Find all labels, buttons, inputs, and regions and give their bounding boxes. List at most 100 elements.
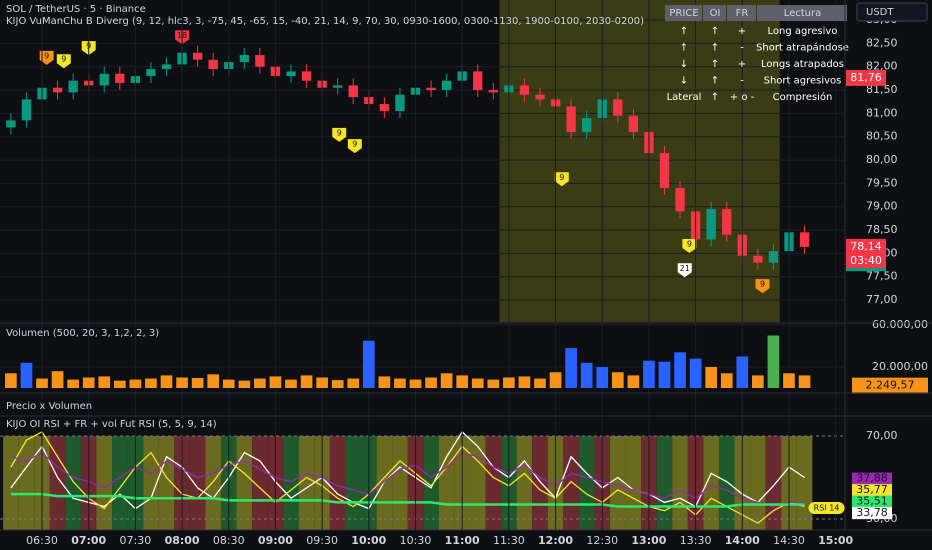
candle-body [628, 115, 639, 133]
state-band [392, 436, 408, 530]
time-label: 12:00 [538, 534, 573, 547]
state-band [189, 436, 206, 530]
volume-bar [254, 378, 266, 388]
time-label: 14:30 [773, 534, 805, 547]
countdown: 03:40 [850, 254, 882, 267]
time-label: 13:00 [631, 534, 666, 547]
state-band [329, 436, 346, 530]
symbol: SOL / TetherUS · 5 · Binance [6, 4, 146, 15]
volume-bar [440, 373, 453, 388]
rsi-title: KIJO OI RSI + FR + vol Fut RSI (5, 5, 9,… [6, 419, 217, 430]
candle-body [768, 251, 779, 263]
table-cell: ↑ [711, 76, 719, 87]
state-band [796, 436, 813, 530]
candle-body [21, 99, 32, 121]
volume-bar [20, 362, 33, 388]
candle-body [301, 71, 312, 81]
volume-tag [852, 377, 928, 394]
volume-bar [518, 376, 531, 388]
volume-bar [798, 375, 811, 388]
time-label: 08:30 [213, 534, 245, 547]
price-label: 81,50 [866, 83, 898, 96]
table-cell: ↑ [680, 26, 688, 37]
time-label: 12:30 [586, 534, 618, 547]
table-cell: Long agresivo [768, 26, 838, 37]
volume-bar [36, 378, 48, 388]
rsi-value-tag [852, 507, 892, 520]
table-cell: ↓ [680, 76, 688, 87]
table-header: FR [736, 8, 749, 19]
price-tag [846, 69, 886, 86]
signal-marker [755, 279, 770, 294]
price-label: 77,00 [866, 293, 898, 306]
candle-body [753, 255, 763, 263]
state-band [656, 436, 673, 530]
volume-bar [67, 379, 79, 388]
volume-bar [145, 378, 157, 388]
rsi-value-text: 35,51 [856, 495, 888, 508]
table-cell: + o - [730, 92, 755, 103]
volume-bar [720, 373, 733, 388]
table-cell: ↑ [711, 59, 719, 70]
time-label: 14:00 [725, 534, 760, 547]
candle-body [488, 90, 498, 93]
volume-bar [316, 377, 328, 388]
volume-bar [98, 376, 111, 388]
signal-marker [682, 239, 697, 253]
candle-body [161, 64, 172, 70]
time-label: 09:00 [258, 534, 293, 547]
currency-box[interactable] [856, 2, 928, 22]
volume-bar [534, 378, 546, 388]
table-header-cell [665, 5, 702, 21]
countdown-box [846, 253, 886, 268]
volume-bar [191, 378, 204, 388]
volume-bar [129, 379, 142, 388]
time-label: 10:00 [351, 534, 386, 547]
volume-bar [300, 375, 313, 388]
candle-body [675, 188, 685, 212]
price-label: 82,00 [866, 60, 898, 73]
volume-bar [160, 375, 173, 388]
rsi-value-text: 35,77 [856, 483, 888, 496]
state-band [345, 436, 362, 530]
volume-bar [409, 379, 422, 388]
rsi-axis-label: 70,00 [866, 429, 898, 442]
time-label: 11:30 [493, 534, 525, 547]
time-label: 09:30 [306, 534, 338, 547]
signal-marker [39, 50, 54, 65]
table-cell: + [738, 59, 746, 70]
table-cell: - [740, 43, 744, 54]
volume-bar [580, 362, 593, 388]
currency[interactable]: USDT [866, 7, 894, 18]
candle-body [706, 209, 716, 240]
state-band [578, 436, 595, 530]
state-band [750, 436, 766, 530]
rsi-value-tag [852, 484, 892, 497]
signal-marker [332, 127, 347, 142]
volume-bar [285, 379, 297, 388]
price-tag-text: 81,76 [850, 71, 882, 84]
rsi-line [10, 430, 805, 510]
candle-body [6, 120, 16, 128]
signal-marker [677, 263, 692, 278]
table-cell: ↑ [711, 92, 719, 103]
signal-marker [554, 172, 569, 187]
volume-bar [51, 371, 64, 388]
signal-marker [347, 139, 362, 154]
price-tag [846, 238, 886, 255]
candle-body [348, 85, 358, 98]
candle-body [566, 106, 576, 133]
pv-title: Precio x Volumen [6, 401, 92, 412]
signal-text: 9 [352, 140, 357, 149]
table-cell: - [740, 76, 744, 87]
rsi-value-text: 37,88 [856, 472, 888, 485]
rsi-value-tag [852, 472, 892, 485]
time-label: 10:30 [400, 534, 432, 547]
volume-bar [705, 367, 718, 388]
volume-bar [5, 373, 17, 388]
state-band [423, 436, 439, 530]
price-tag-text: 78,14 [850, 240, 882, 253]
candle-body [255, 55, 265, 67]
state-band [563, 436, 579, 530]
